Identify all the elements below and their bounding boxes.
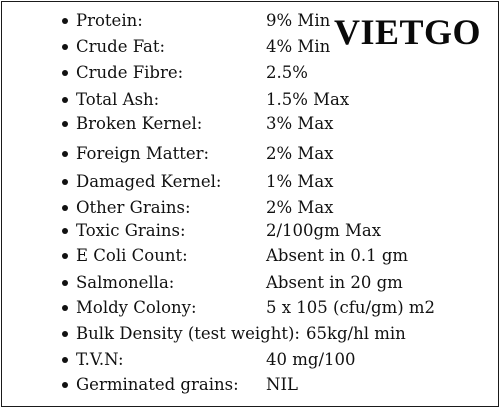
bullet-icon bbox=[62, 205, 68, 211]
spec-value: NIL bbox=[266, 375, 298, 394]
spec-value: 65kg/hl min bbox=[306, 324, 406, 343]
spec-row-foreign-matter: Foreign Matter: 2% Max bbox=[62, 143, 333, 165]
spec-row-crude-fibre: Crude Fibre: 2.5% bbox=[62, 62, 308, 84]
spec-row-broken-kernel: Broken Kernel: 3% Max bbox=[62, 113, 333, 135]
spec-label: Bulk Density (test weight): bbox=[76, 324, 300, 343]
bullet-icon bbox=[62, 280, 68, 286]
spec-label: Crude Fibre: bbox=[76, 63, 184, 82]
bullet-icon bbox=[62, 331, 68, 337]
spec-value: 9% Min bbox=[266, 11, 331, 30]
spec-value: Absent in 0.1 gm bbox=[266, 246, 409, 265]
bullet-icon bbox=[62, 382, 68, 388]
spec-label: E Coli Count: bbox=[76, 246, 188, 265]
spec-value: Absent in 20 gm bbox=[266, 273, 403, 292]
spec-label: Total Ash: bbox=[76, 90, 160, 109]
spec-row-tvn: T.V.N: 40 mg/100 bbox=[62, 349, 356, 371]
spec-label: Foreign Matter: bbox=[76, 144, 210, 163]
spec-row-e-coli-count: E Coli Count: Absent in 0.1 gm bbox=[62, 245, 408, 267]
spec-row-germinated-grains: Germinated grains: NIL bbox=[62, 374, 298, 396]
bullet-icon bbox=[62, 151, 68, 157]
spec-row-other-grains: Other Grains: 2% Max bbox=[62, 197, 333, 219]
spec-row-total-ash: Total Ash: 1.5% Max bbox=[62, 89, 349, 111]
spec-value: 1.5% Max bbox=[266, 90, 350, 109]
bullet-icon bbox=[62, 18, 68, 24]
bullet-icon bbox=[62, 97, 68, 103]
spec-label: Moldy Colony: bbox=[76, 298, 197, 317]
spec-label: Toxic Grains: bbox=[76, 221, 186, 240]
spec-label: Other Grains: bbox=[76, 198, 191, 217]
spec-value: 2/100gm Max bbox=[266, 221, 382, 240]
spec-row-damaged-kernel: Damaged Kernel: 1% Max bbox=[62, 171, 333, 193]
spec-value: 3% Max bbox=[266, 114, 334, 133]
spec-row-crude-fat: Crude Fat: 4% Min bbox=[62, 36, 330, 58]
bullet-icon bbox=[62, 228, 68, 234]
spec-row-toxic-grains: Toxic Grains: 2/100gm Max bbox=[62, 220, 381, 242]
spec-row-moldy-colony: Moldy Colony: 5 x 105 (cfu/gm) m2 bbox=[62, 297, 435, 319]
bullet-icon bbox=[62, 121, 68, 127]
spec-row-protein: Protein: 9% Min bbox=[62, 10, 330, 32]
brand-watermark: VIETGO bbox=[334, 12, 482, 52]
spec-label: Crude Fat: bbox=[76, 37, 166, 56]
spec-label: Protein: bbox=[76, 11, 143, 30]
spec-value: 40 mg/100 bbox=[266, 350, 356, 369]
bullet-icon bbox=[62, 44, 68, 50]
bullet-icon bbox=[62, 357, 68, 363]
spec-value: 1% Max bbox=[266, 172, 334, 191]
spec-value: 5 x 105 (cfu/gm) m2 bbox=[266, 298, 436, 317]
bullet-icon bbox=[62, 179, 68, 185]
spec-value: 4% Min bbox=[266, 37, 331, 56]
spec-label: Salmonella: bbox=[76, 273, 175, 292]
spec-row-bulk-density: Bulk Density (test weight): 65kg/hl min bbox=[62, 323, 406, 345]
bullet-icon bbox=[62, 70, 68, 76]
spec-value: 2% Max bbox=[266, 144, 334, 163]
spec-label: Germinated grains: bbox=[76, 375, 239, 394]
spec-label: T.V.N: bbox=[76, 350, 124, 369]
spec-value: 2.5% bbox=[266, 63, 308, 82]
spec-label: Damaged Kernel: bbox=[76, 172, 222, 191]
spec-row-salmonella: Salmonella: Absent in 20 gm bbox=[62, 272, 403, 294]
spec-label: Broken Kernel: bbox=[76, 114, 203, 133]
bullet-icon bbox=[62, 253, 68, 259]
bullet-icon bbox=[62, 305, 68, 311]
spec-value: 2% Max bbox=[266, 198, 334, 217]
